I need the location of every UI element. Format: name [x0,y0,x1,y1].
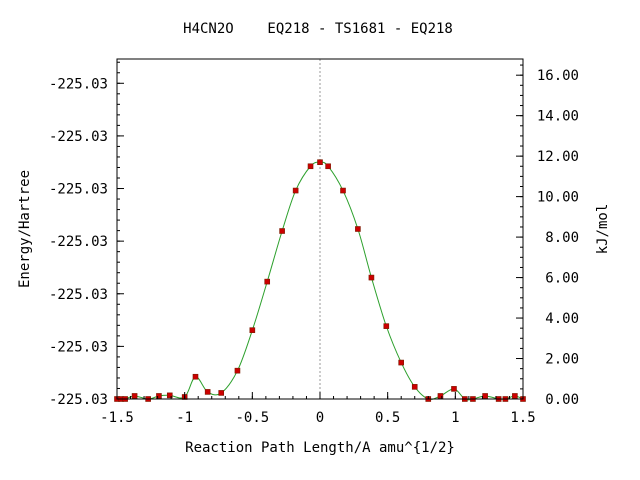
right-y-axis: 0.00 2.00 4.00 6.00 8.00 10.00 12.00 14.00 16.00 [516,64,579,408]
left-tick-label: -225.03 [49,182,108,198]
data-point-16 [307,163,314,170]
chart-title: H4CN2O EQ218 - TS1681 - EQ218 [183,21,453,37]
left-tick-label: -225.03 [49,129,108,145]
left-tick-label: -225.03 [49,234,108,250]
x-tick-label: 1 [451,410,459,426]
data-point-17 [317,159,323,166]
left-tick-label: -225.03 [49,287,108,303]
x-tick-label: -1.5 [100,410,134,426]
x-tick-label: -1 [176,410,193,426]
data-point-26 [437,393,444,399]
data-point-10 [218,390,225,396]
data-point-22 [383,323,390,329]
data-point-11 [234,367,241,374]
data-point-13 [264,278,271,285]
data-point-12 [249,327,256,333]
right-tick-label: 12.00 [537,149,579,165]
data-point-18 [325,163,331,170]
data-point-21 [368,274,375,281]
right-tick-label: 10.00 [537,190,579,206]
x-axis: -1.5 -1 -0.5 0 0.5 1 1.5 [100,392,536,426]
data-point-8 [192,373,199,380]
x-tick-label: 0 [316,410,324,426]
x-axis-label: Reaction Path Length/A amu^{1/2} [185,440,455,456]
x-tick-label: -0.5 [235,410,269,426]
left-tick-label: -225.03 [49,76,108,92]
left-y-axis: -225.03 -225.03 -225.03 -225.03 -225.03 -225.… [49,61,124,408]
data-point-33 [512,393,518,399]
right-tick-label: 4.00 [545,311,579,327]
data-point-5 [156,393,162,399]
right-tick-label: 0.00 [545,392,579,408]
data-point-20 [355,226,361,232]
right-tick-label: 14.00 [537,109,579,125]
data-point-24 [411,384,418,390]
data-point-27 [451,386,457,392]
right-tick-label: 2.00 [545,352,579,368]
x-tick-label: 0.5 [375,410,400,426]
right-tick-label: 16.00 [537,68,579,84]
data-point-3 [131,393,138,399]
data-point-6 [166,392,173,399]
right-tick-label: 8.00 [545,230,579,246]
data-point-30 [482,393,488,399]
right-tick-label: 6.00 [545,271,579,287]
right-y-axis-label: kJ/mol [595,204,611,255]
x-tick-label: 1.5 [510,410,535,426]
data-point-15 [292,187,299,194]
data-point-14 [279,228,285,234]
left-tick-label: -225.03 [49,339,108,355]
data-point-19 [340,187,346,194]
data-point-23 [398,359,405,366]
left-tick-label: -225.03 [49,392,108,408]
left-y-axis-label: Energy/Hartree [17,170,33,288]
data-point-9 [204,389,211,395]
